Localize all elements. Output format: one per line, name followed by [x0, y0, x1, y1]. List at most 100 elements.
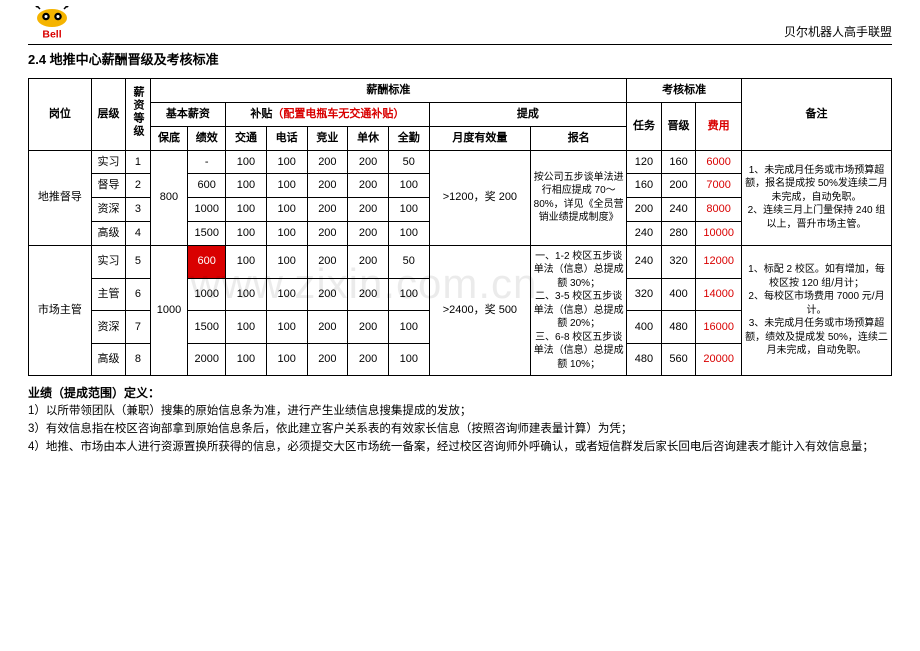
cell-danxiu: 200: [348, 174, 389, 198]
cell-renwu: 120: [627, 150, 662, 174]
cell-jiaotong: 100: [226, 222, 267, 246]
cell-dianhua: 100: [266, 222, 307, 246]
cell-jiaotong: 100: [226, 245, 267, 278]
cell-quanqin: 100: [388, 174, 429, 198]
cell-jixiao: 600: [188, 245, 226, 278]
cell-grade: 3: [126, 198, 150, 222]
cell-jingye: 200: [307, 150, 348, 174]
cell-renwu: 400: [627, 311, 662, 344]
th-baoming: 报名: [531, 126, 627, 150]
svg-text:Bell: Bell: [42, 29, 61, 41]
cell-grade: 7: [126, 311, 150, 344]
cell-yuedu: >1200，奖 200: [429, 150, 531, 245]
cell-feiyong: 6000: [696, 150, 742, 174]
cell-jixiao: -: [188, 150, 226, 174]
cell-grade: 4: [126, 222, 150, 246]
cell-feiyong: 16000: [696, 311, 742, 344]
cell-feiyong: 12000: [696, 245, 742, 278]
cell-danxiu: 200: [348, 343, 389, 376]
cell-jingye: 200: [307, 174, 348, 198]
cell-jiaotong: 100: [226, 343, 267, 376]
cell-quanqin: 100: [388, 222, 429, 246]
cell-jiaotong: 100: [226, 311, 267, 344]
cell-feiyong: 20000: [696, 343, 742, 376]
cell-dianhua: 100: [266, 245, 307, 278]
table-row: 地推督导实习1800-10010020020050>1200，奖 200按公司五…: [29, 150, 892, 174]
cell-renwu: 200: [627, 198, 662, 222]
th-assess-std: 考核标准: [627, 79, 742, 103]
cell-grade: 8: [126, 343, 150, 376]
cell-feiyong: 10000: [696, 222, 742, 246]
cell-remark: 1、标配 2 校区。如有增加，每校区按 120 组/月计；2、每校区市场费用 7…: [742, 245, 892, 376]
definition-item: 4）地推、市场由本人进行资源置换所获得的信息，必须提交大区市场统一备案，经过校区…: [28, 439, 892, 457]
cell-level: 实习: [91, 245, 126, 278]
cell-level: 资深: [91, 198, 126, 222]
th-commission: 提成: [429, 102, 627, 126]
definitions-list: 1）以所带领团队（兼职）搜集的原始信息条为准，进行产生业绩信息搜集提成的发放；3…: [0, 403, 920, 456]
th-quanqin: 全勤: [388, 126, 429, 150]
cell-dianhua: 100: [266, 174, 307, 198]
th-jixiao: 绩效: [188, 126, 226, 150]
cell-baoming: 按公司五步谈单法进行相应提成 70～80%，详见《全员营销业绩提成制度》: [531, 150, 627, 245]
cell-yuedu: >2400，奖 500: [429, 245, 531, 376]
cell-jingye: 200: [307, 343, 348, 376]
cell-level: 高级: [91, 222, 126, 246]
cell-grade: 1: [126, 150, 150, 174]
cell-jinji: 200: [661, 174, 696, 198]
th-remark: 备注: [742, 79, 892, 151]
cell-jinji: 560: [661, 343, 696, 376]
th-jingye: 竞业: [307, 126, 348, 150]
cell-jingye: 200: [307, 278, 348, 311]
cell-danxiu: 200: [348, 278, 389, 311]
cell-renwu: 320: [627, 278, 662, 311]
cell-jinji: 240: [661, 198, 696, 222]
cell-quanqin: 50: [388, 245, 429, 278]
th-jiaotong: 交通: [226, 126, 267, 150]
cell-jixiao: 600: [188, 174, 226, 198]
cell-jingye: 200: [307, 245, 348, 278]
cell-jiaotong: 100: [226, 150, 267, 174]
cell-quanqin: 100: [388, 343, 429, 376]
cell-renwu: 240: [627, 245, 662, 278]
cell-level: 高级: [91, 343, 126, 376]
cell-dianhua: 100: [266, 278, 307, 311]
cell-renwu: 240: [627, 222, 662, 246]
cell-remark: 1、未完成月任务或市场预算超额，报名提成按 50%发连续二月未完成，自动免职。2…: [742, 150, 892, 245]
cell-dianhua: 100: [266, 198, 307, 222]
cell-grade: 5: [126, 245, 150, 278]
cell-level: 主管: [91, 278, 126, 311]
cell-dianhua: 100: [266, 311, 307, 344]
definition-item: 1）以所带领团队（兼职）搜集的原始信息条为准，进行产生业绩信息搜集提成的发放；: [28, 403, 892, 421]
cell-jiaotong: 100: [226, 174, 267, 198]
cell-jiaotong: 100: [226, 198, 267, 222]
th-post: 岗位: [29, 79, 92, 151]
th-feiyong: 费用: [696, 102, 742, 150]
cell-jingye: 200: [307, 222, 348, 246]
cell-baodi: 800: [150, 150, 188, 245]
th-dianhua: 电话: [266, 126, 307, 150]
th-grade: 薪资等级: [126, 79, 150, 151]
cell-jixiao: 1000: [188, 198, 226, 222]
cell-feiyong: 7000: [696, 174, 742, 198]
th-allowance: 补贴（配置电瓶车无交通补贴）: [226, 102, 430, 126]
cell-danxiu: 200: [348, 245, 389, 278]
cell-level: 实习: [91, 150, 126, 174]
cell-jinji: 480: [661, 311, 696, 344]
cell-quanqin: 100: [388, 198, 429, 222]
th-salary-std: 薪酬标准: [150, 79, 627, 103]
cell-post: 地推督导: [29, 150, 92, 245]
cell-jinji: 400: [661, 278, 696, 311]
definitions-title: 业绩（提成范围）定义：: [0, 376, 920, 403]
brand-name: 贝尔机器人高手联盟: [784, 23, 892, 42]
th-danxiu: 单休: [348, 126, 389, 150]
cell-jiaotong: 100: [226, 278, 267, 311]
cell-jixiao: 1500: [188, 222, 226, 246]
cell-baoming: 一、1-2 校区五步谈单法（信息）总提成额 30%；二、3-5 校区五步谈单法（…: [531, 245, 627, 376]
th-yuedu: 月度有效量: [429, 126, 531, 150]
cell-jixiao: 1000: [188, 278, 226, 311]
th-renwu: 任务: [627, 102, 662, 150]
cell-feiyong: 8000: [696, 198, 742, 222]
cell-level: 督导: [91, 174, 126, 198]
cell-feiyong: 14000: [696, 278, 742, 311]
cell-jixiao: 1500: [188, 311, 226, 344]
